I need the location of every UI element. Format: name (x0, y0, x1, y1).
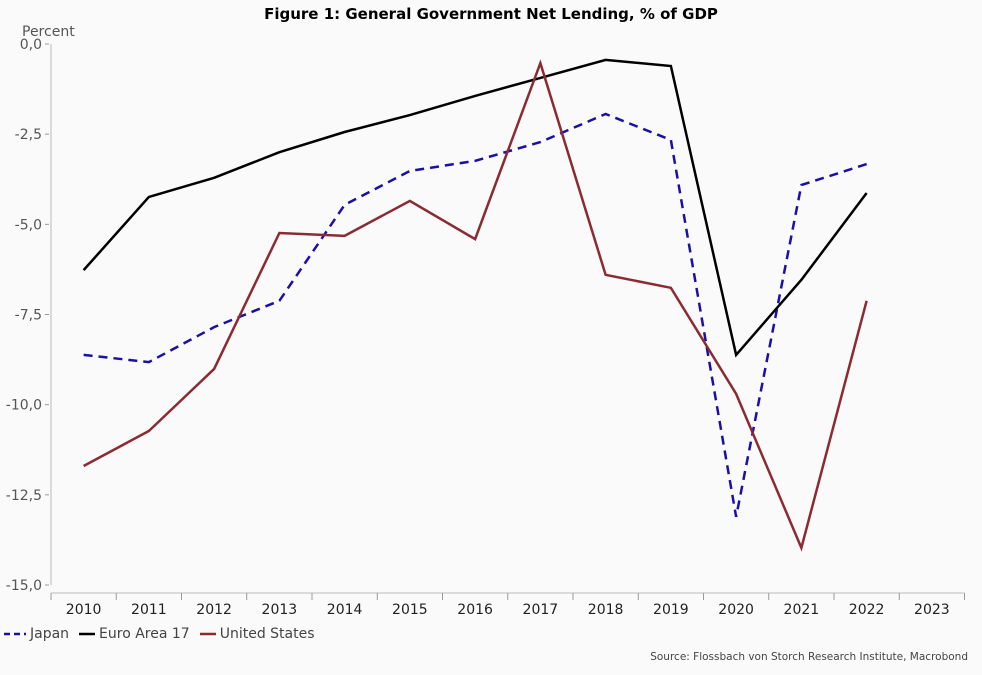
legend-swatch-japan (4, 632, 26, 636)
series-line-united-states (83, 59, 868, 552)
y-tick-label: 0,0 (20, 37, 42, 53)
x-tick-label: 2016 (457, 602, 493, 618)
x-tick-label: 2010 (66, 602, 102, 618)
x-tick-label: 2011 (131, 602, 167, 618)
x-tick-label: 2018 (588, 602, 624, 618)
y-tick-label: -10,0 (6, 398, 42, 414)
legend-label: Japan (30, 626, 70, 642)
x-tick-label: 2014 (327, 602, 363, 618)
legend-label: United States (219, 626, 315, 642)
source-note: Source: Flossbach von Storch Research In… (650, 651, 968, 663)
legend-label: Euro Area 17 (99, 626, 190, 642)
legend-item-united-states: United States (199, 626, 315, 642)
y-tick-label: -5,0 (15, 217, 42, 233)
series-line-euro-area-17 (82, 58, 868, 358)
legend: Japan Euro Area 17 United States (4, 626, 315, 642)
legend-swatch-euro-area (79, 632, 96, 636)
x-tick-label: 2021 (784, 602, 820, 618)
x-tick-label: 2019 (653, 602, 689, 618)
x-tick-label: 2015 (392, 602, 428, 618)
y-axis-label: Percent (22, 24, 75, 40)
y-tick-label: -2,5 (15, 127, 42, 143)
x-tick-label: 2012 (196, 602, 232, 618)
x-tick-label: 2022 (849, 602, 885, 618)
legend-swatch-united-states (199, 632, 216, 636)
y-tick-label: -7,5 (15, 308, 42, 324)
x-tick-label: 2023 (914, 602, 950, 618)
series-line-japan (83, 112, 868, 518)
x-tick-label: 2017 (523, 602, 559, 618)
legend-item-euro-area: Euro Area 17 (79, 626, 190, 642)
x-tick-label: 2020 (718, 602, 754, 618)
chart-title: Figure 1: General Government Net Lending… (264, 5, 718, 23)
legend-item-japan: Japan (4, 626, 69, 642)
x-tick-label: 2013 (262, 602, 298, 618)
y-tick-label: -15,0 (6, 578, 42, 594)
y-tick-label: -12,5 (6, 488, 42, 504)
